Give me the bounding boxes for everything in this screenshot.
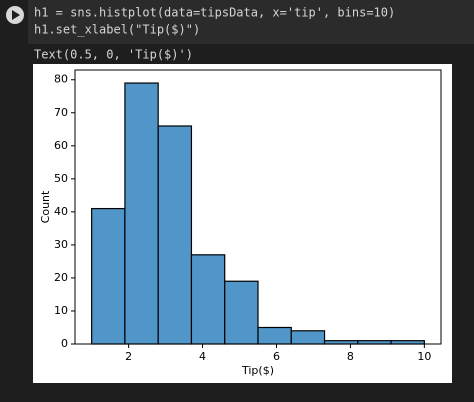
y-tick-label: 10 [54,304,68,317]
x-tick-label: 4 [199,350,206,363]
y-tick-label: 80 [54,73,68,86]
y-tick-label: 20 [54,271,68,284]
code-line: h1.set_xlabel("Tip($)") [34,23,200,37]
code-editor [28,0,474,44]
y-axis-label: Count [39,190,52,223]
histogram-bar [91,207,126,345]
x-axis-label: Tip($) [241,364,274,377]
x-tick-label: 2 [125,350,132,363]
y-tick-label: 70 [54,106,68,119]
output-text: Text(0.5, 0, 'Tip($)') [34,48,193,62]
x-tick-label: 8 [347,350,354,363]
run-button-icon[interactable] [12,10,20,20]
y-tick-label: 0 [61,337,68,350]
x-tick-label: 6 [273,350,280,363]
y-tick-label: 50 [54,172,68,185]
histogram-bar [257,326,292,345]
y-tick-label: 30 [54,238,68,251]
histogram-bar [190,254,226,345]
code-line: h1 = sns.histplot(data=tipsData, x='tip'… [34,6,395,20]
histogram-bar [124,82,159,345]
histogram-bar [290,330,326,345]
y-tick-label: 60 [54,139,68,152]
run-button[interactable] [6,6,24,24]
y-tick-label: 40 [54,205,68,218]
x-tick-label: 10 [417,350,431,363]
histogram-bar [224,280,259,345]
histogram-bar [157,125,193,345]
axes-frame [74,69,442,345]
